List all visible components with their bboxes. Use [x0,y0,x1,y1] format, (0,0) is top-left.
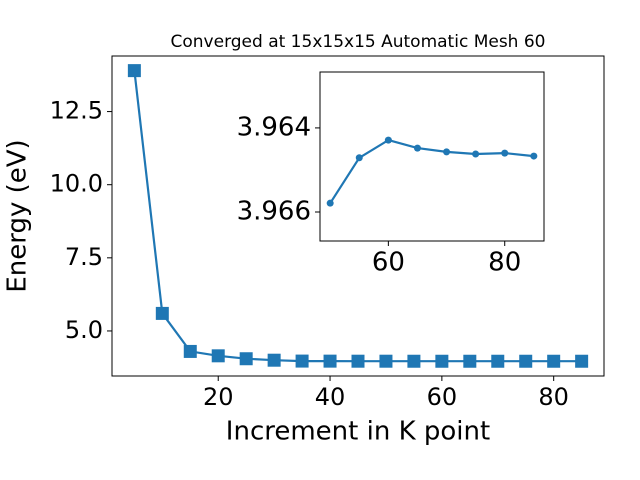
marker [575,354,589,368]
marker [435,354,449,368]
x-tick-label: 20 [203,383,234,411]
marker [547,354,561,368]
x-tick-label: 40 [315,383,346,411]
marker [155,306,169,320]
marker [472,150,480,158]
marker [491,354,505,368]
y-tick-label: 10.0 [50,170,103,198]
x-tick-label: 60 [372,248,405,278]
x-tick-label: 80 [538,383,569,411]
marker [295,354,309,368]
marker [384,136,392,144]
y-axis-label: Energy (eV) [3,139,33,292]
marker [379,354,393,368]
plot-frame [111,55,605,377]
marker [530,152,538,160]
marker [239,352,253,366]
plot-frame [319,71,545,242]
marker [407,354,421,368]
marker [463,354,477,368]
x-tick-label: 60 [427,383,458,411]
marker [326,199,334,207]
y-tick-label: 3.964 [237,112,311,142]
marker [443,148,451,156]
chart-title: Converged at 15x15x15 Automatic Mesh 60 [171,32,546,52]
marker [413,144,421,152]
marker [127,64,141,78]
x-tick-label: 80 [488,248,521,278]
marker [183,344,197,358]
marker [355,154,363,162]
y-tick-label: 7.5 [65,243,103,271]
marker [211,349,225,363]
y-tick-label: 5.0 [65,316,103,344]
marker [501,149,509,157]
y-tick-label: 3.966 [237,196,311,226]
marker [323,354,337,368]
y-tick-label: 12.5 [50,97,103,125]
marker [267,353,281,367]
marker [351,354,365,368]
data-line [329,138,534,204]
marker [519,354,533,368]
inset-background [320,72,544,241]
x-axis-label: Increment in K point [226,417,490,447]
